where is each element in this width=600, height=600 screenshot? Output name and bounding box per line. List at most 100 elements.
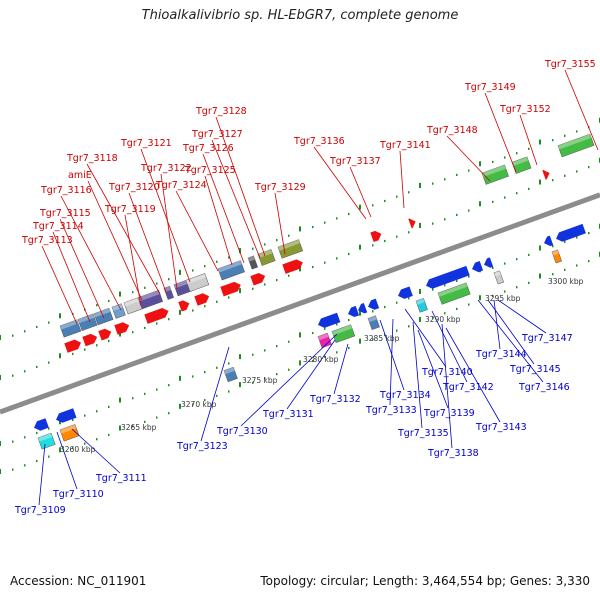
reverse-leader-line xyxy=(441,323,453,449)
forward-gene-label: Tgr7_3149 xyxy=(464,82,516,93)
forward-gene-label: Tgr7_3125 xyxy=(184,165,236,176)
forward-leader-line xyxy=(446,135,491,182)
reverse-gene-box xyxy=(223,366,238,383)
forward-gene-box xyxy=(557,133,595,158)
scale-label: 3260 kbp xyxy=(60,445,96,454)
forward-gene-label: Tgr7_3120 xyxy=(108,182,160,193)
forward-gene-label: amiE xyxy=(68,170,92,181)
reverse-gene-label: Tgr7_3146 xyxy=(518,382,570,393)
forward-leader-line xyxy=(160,173,178,290)
forward-leader-line xyxy=(59,218,105,319)
forward-gene-box xyxy=(217,260,245,281)
tick-track xyxy=(0,117,600,474)
reverse-gene-label: Tgr7_3144 xyxy=(475,349,527,360)
forward-gene-label: Tgr7_3126 xyxy=(182,143,234,154)
forward-gene-box xyxy=(137,289,164,310)
scale-label: 3270 kbp xyxy=(181,400,217,409)
reverse-gene-arrow xyxy=(544,235,554,247)
reverse-leader-line xyxy=(38,443,46,506)
forward-gene-arrow xyxy=(370,230,382,243)
reverse-gene-box xyxy=(59,424,80,442)
forward-gene-arrow xyxy=(82,333,98,347)
forward-gene-box xyxy=(511,156,529,167)
accession-text: Accession: NC_011901 xyxy=(10,574,147,588)
reverse-gene-arrow xyxy=(318,312,341,328)
forward-gene-arrow xyxy=(144,307,169,324)
forward-gene-label: Tgr7_3136 xyxy=(293,136,345,147)
reverse-leader-line xyxy=(445,327,501,423)
forward-leader-line xyxy=(484,92,517,173)
scale-labels: 3260 kbp 3265 kbp 3270 kbp 3275 kbp 3280 kbp… xyxy=(60,277,584,454)
forward-gene-label: Tgr7_3116 xyxy=(40,185,92,196)
reverse-gene-arrow xyxy=(556,223,586,242)
forward-gene-box xyxy=(137,289,164,310)
forward-gene-arrow xyxy=(178,300,190,312)
forward-gene-label: Tgr7_3114 xyxy=(32,221,84,232)
forward-gene-box xyxy=(257,249,276,266)
forward-gene-label: Tgr7_3118 xyxy=(66,153,118,164)
reverse-gene-box xyxy=(367,315,380,331)
reverse-gene-box xyxy=(37,432,56,450)
forward-gene-box xyxy=(257,249,273,258)
forward-gene-box xyxy=(557,133,595,158)
forward-gene-box xyxy=(217,260,242,273)
forward-gene-arrow xyxy=(408,218,416,229)
forward-gene-box xyxy=(217,260,245,281)
forward-leader-line xyxy=(399,150,405,209)
reverse-leader-line xyxy=(497,299,547,334)
reverse-gene-box xyxy=(437,282,471,305)
forward-gene-box xyxy=(277,239,304,259)
forward-gene-arrow xyxy=(250,273,266,286)
reverse-gene-box xyxy=(223,367,235,375)
forward-gene-box xyxy=(481,164,509,185)
forward-gene-arrow xyxy=(542,170,550,180)
reverse-gene-box xyxy=(37,433,53,442)
reverse-gene-label: Tgr7_3143 xyxy=(475,422,527,433)
reverse-gene-arrow xyxy=(34,418,49,431)
reverse-leader-line xyxy=(286,339,336,410)
forward-gene-arrow xyxy=(250,273,266,286)
scale-label: 3265 kbp xyxy=(121,423,157,432)
forward-gene-label: Tgr7_3124 xyxy=(155,180,207,191)
forward-gene-arrow xyxy=(542,170,550,180)
forward-gene-box xyxy=(163,285,175,300)
forward-gene-box xyxy=(511,156,532,174)
forward-leader-line xyxy=(128,192,167,293)
forward-gene-label: Tgr7_3137 xyxy=(329,156,381,167)
backbone-line xyxy=(0,192,600,415)
forward-leader-line xyxy=(86,163,161,295)
reverse-gene-box xyxy=(437,282,468,297)
forward-gene-label: Tgr7_3121 xyxy=(120,138,172,149)
forward-gene-box xyxy=(185,273,210,292)
forward-leader-line xyxy=(124,214,142,307)
forward-leader-line xyxy=(202,153,245,264)
forward-gene-arrow xyxy=(64,339,82,353)
reverse-leader-line xyxy=(477,299,544,383)
forward-leader-line xyxy=(60,195,122,311)
scale-label: 3285 kbp xyxy=(364,334,400,343)
forward-gene-label: Tgr7_3141 xyxy=(379,140,431,151)
forward-gene-arrow xyxy=(194,293,210,306)
forward-gene-label: Tgr7_3128 xyxy=(195,106,247,117)
forward-gene-box xyxy=(123,297,141,307)
reverse-leader-line xyxy=(404,308,447,368)
forward-gene-label: Tgr7_3155 xyxy=(544,59,596,70)
reverse-gene-arrow xyxy=(472,261,484,273)
forward-gene-arrow xyxy=(220,281,241,297)
genome-backbone xyxy=(0,192,600,415)
forward-leader-line xyxy=(215,116,266,257)
forward-leader-line xyxy=(41,245,78,325)
forward-gene-arrow xyxy=(408,218,416,229)
forward-gene-box xyxy=(277,239,304,259)
reverse-gene-arrow xyxy=(348,305,360,318)
reverse-gene-box xyxy=(551,249,559,256)
forward-gene-box xyxy=(77,313,95,324)
reverse-gene-arrow xyxy=(368,298,380,310)
reverse-gene-box xyxy=(59,424,80,442)
reverse-gene-label: Tgr7_3131 xyxy=(262,409,314,420)
map-title: Thioalkalivibrio sp. HL-EbGR7, complete … xyxy=(141,8,459,23)
reverse-gene-box xyxy=(551,249,563,264)
label-leader-lines xyxy=(38,69,599,506)
forward-gene-arrow xyxy=(282,259,303,274)
reverse-leader-line xyxy=(417,329,449,409)
